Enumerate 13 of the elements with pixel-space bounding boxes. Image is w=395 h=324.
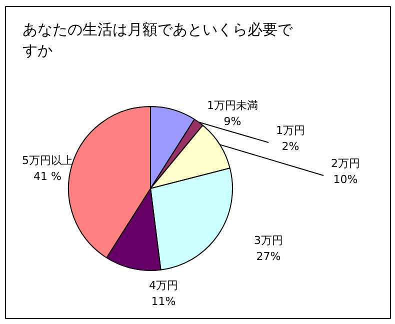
slice-label: 3万円 [254, 234, 283, 247]
data-label: 10% [333, 173, 358, 186]
slice-label: 4万円 [149, 279, 178, 292]
data-label: 41 % [34, 170, 62, 183]
slice-label: 1万円未満 [207, 99, 258, 112]
data-label: 9% [224, 115, 242, 128]
slice-label: 2万円 [331, 157, 360, 170]
data-label: 11% [151, 295, 176, 308]
slice-label: 5万円以上 [22, 154, 73, 167]
data-label: 2% [282, 140, 300, 153]
slice-label: 1万円 [276, 124, 305, 137]
data-label: 27% [256, 250, 281, 263]
chart-title: あなたの生活は月額であといくら必要ですか [22, 20, 294, 60]
